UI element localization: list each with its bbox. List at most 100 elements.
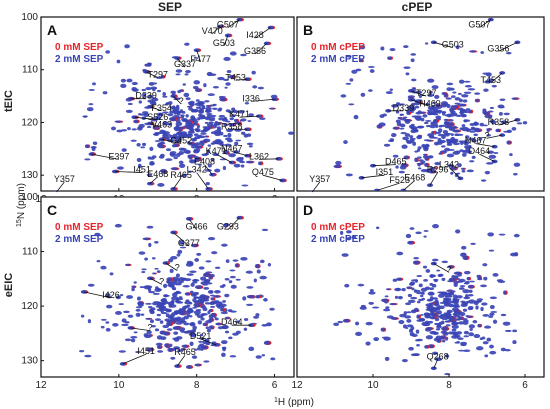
peak-blue (449, 292, 455, 296)
peak-blue (235, 320, 241, 324)
leader-line (231, 151, 248, 157)
x-tick-label: 6 (522, 380, 528, 391)
peak-blue (167, 301, 175, 306)
peak-blue (215, 322, 222, 326)
peak-blue (120, 78, 126, 83)
peak-blue (228, 123, 236, 127)
peak-blue (176, 253, 181, 257)
peak-blue (394, 295, 399, 299)
leader-line (204, 164, 213, 175)
peak-blue (355, 321, 360, 326)
peak-blue (135, 350, 141, 354)
peak-blue (443, 302, 450, 306)
peak-blue (463, 282, 469, 285)
peak-label: R358 (221, 121, 243, 131)
peak-blue (139, 286, 145, 289)
peak-label: I428 (246, 30, 264, 40)
legend-entry-0mm: 0 mM SEP (55, 42, 104, 53)
peak-label: ? (446, 264, 451, 274)
peak-blue (192, 328, 196, 333)
peak-blue (145, 87, 152, 91)
peak-blue (484, 325, 492, 329)
peak-blue (199, 333, 204, 337)
peak-blue (474, 300, 482, 303)
peak-blue (175, 69, 183, 73)
peak-blue (368, 89, 373, 92)
leader-line (410, 90, 427, 97)
peak-blue (198, 113, 203, 117)
peak-blue (214, 266, 221, 270)
peak-blue (437, 305, 445, 310)
peak-blue (437, 128, 443, 133)
peak-blue (155, 342, 163, 346)
peak-blue (256, 269, 261, 274)
peak-blue (441, 111, 446, 116)
peak-blue (444, 132, 452, 135)
peak-blue (118, 350, 126, 353)
peak-blue (429, 135, 434, 138)
leader-line (311, 181, 321, 193)
peak-blue (482, 263, 488, 267)
peak-blue (467, 293, 474, 297)
peak-blue (423, 235, 427, 238)
legend-entry-2mm: 2 mM cPEP (311, 234, 365, 245)
peak-blue (497, 104, 505, 109)
peak-blue (143, 333, 149, 337)
peak-blue (269, 307, 275, 311)
peak-blue (410, 296, 418, 300)
peak-blue (181, 380, 185, 382)
peak-blue (151, 311, 155, 314)
peak-blue (438, 152, 443, 155)
peak-blue (407, 299, 416, 303)
peak-label: G356 (487, 43, 509, 53)
peak-blue (434, 299, 439, 304)
peak-blue (205, 320, 212, 324)
peak-blue (180, 317, 186, 322)
peak-blue (429, 292, 434, 295)
peak-blue (404, 119, 411, 124)
peak-blue (368, 301, 374, 305)
peak-blue (154, 328, 160, 332)
peak-blue (161, 111, 169, 114)
peak-label: I451 (137, 346, 155, 356)
leader-line (254, 27, 271, 39)
peak-blue (160, 332, 168, 335)
peak-blue (457, 92, 462, 96)
peak-blue (510, 252, 517, 257)
y-tick-label: 120 (21, 117, 38, 128)
peak-blue (131, 128, 137, 131)
x-tick-label: 10 (113, 380, 125, 391)
peak-blue (440, 124, 446, 128)
peak-blue (424, 314, 431, 319)
peak-blue (428, 287, 435, 291)
peak-blue (468, 299, 476, 304)
peak-blue (497, 280, 506, 284)
peak-blue (193, 133, 199, 137)
peak-blue (187, 130, 195, 134)
peak-blue (415, 129, 419, 133)
peak-label: ? (484, 130, 489, 140)
peak-blue (410, 123, 415, 127)
peak-blue (365, 321, 373, 326)
peak-blue (124, 263, 131, 267)
y-tick-label: 120 (21, 301, 38, 312)
peak-blue (458, 321, 464, 325)
peak-blue (190, 243, 198, 248)
peak-blue (472, 319, 478, 324)
peak-label: T453 (481, 75, 502, 85)
peak-blue (438, 293, 445, 298)
peak-blue (194, 285, 203, 290)
peak-blue (405, 233, 412, 239)
peak-blue (224, 137, 232, 141)
peak-blue (463, 349, 471, 352)
peak-blue (154, 241, 159, 244)
peak-blue (357, 283, 365, 287)
peak-blue (109, 272, 114, 276)
peak-blue (449, 109, 454, 113)
peak-blue (211, 251, 218, 255)
peak-blue (417, 146, 422, 150)
peak-blue (509, 153, 513, 157)
peak-blue (450, 171, 454, 175)
peak-blue (460, 343, 467, 347)
